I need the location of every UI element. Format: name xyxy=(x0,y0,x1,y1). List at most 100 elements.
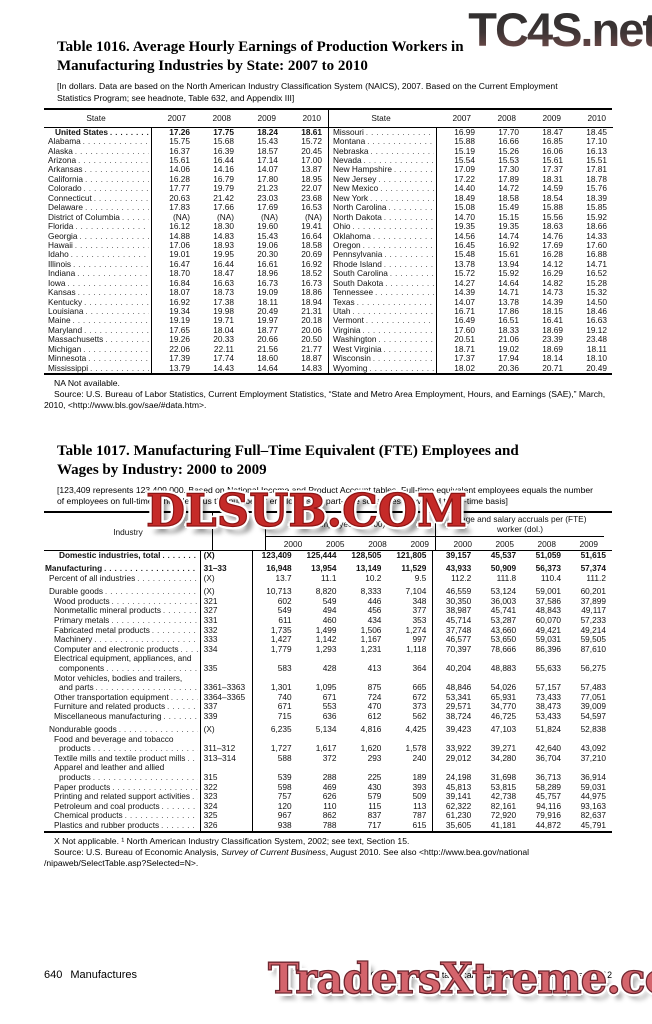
state-name-text: Wisconsin xyxy=(333,354,371,364)
employees-value: 393 xyxy=(412,781,427,792)
employees-value: 348 xyxy=(412,595,427,606)
state-name-text: New York xyxy=(333,193,369,203)
earnings-value: 18.86 xyxy=(301,287,322,298)
employees-value: 549 xyxy=(277,605,292,616)
state-name: New York xyxy=(329,193,437,204)
dot-leader xyxy=(105,335,149,344)
earnings-value: 15.19 xyxy=(454,145,475,156)
earnings-value: 15.88 xyxy=(454,136,475,147)
naics-code-column-header xyxy=(213,513,266,551)
table-1017-title: Table 1017. Manufacturing Full–Time Equi… xyxy=(57,442,612,480)
table-1016-section: Table 1016. Average Hourly Earnings of P… xyxy=(44,38,613,869)
naics-code: (X) xyxy=(201,583,253,597)
earnings-value: 14.59 xyxy=(542,183,563,194)
table-row: New York 18.49 18.58 18.54 18.39 xyxy=(329,193,613,204)
employees-value: 353 xyxy=(412,614,427,625)
state-name: Nevada xyxy=(329,156,437,166)
earnings-value: 16.99 xyxy=(454,126,475,137)
wage-value: 72,920 xyxy=(490,810,517,821)
employees-value: 938 xyxy=(277,819,292,830)
table-row: Virginia 17.60 18.33 18.69 19.12 xyxy=(329,324,613,336)
table-1016: State 2007 2008 2009 2010 United States 1… xyxy=(44,107,613,376)
state-name-text: District of Columbia xyxy=(48,212,120,222)
industry-name: Nonmetallic mineral products xyxy=(44,606,201,616)
earnings-value: 18.07 xyxy=(169,287,190,298)
state-name: Pennsylvania xyxy=(329,250,437,260)
industry-label-line: Petroleum and coal products xyxy=(44,802,200,812)
dot-leader xyxy=(371,147,434,156)
earnings-value: 22.11 xyxy=(213,343,234,354)
earnings-value: 16.49 xyxy=(454,315,475,326)
state-name-text: Hawaii xyxy=(48,240,73,250)
industry-label-line: Paper products xyxy=(44,783,200,793)
earnings-value: (NA) xyxy=(216,211,234,222)
table-1016-title: Table 1016. Average Hourly Earnings of P… xyxy=(57,38,612,76)
employees-year-headers: 2000 2005 2008 2009 xyxy=(266,536,435,550)
table-row: Delaware 17.83 17.66 17.69 16.53 xyxy=(44,202,328,213)
dot-leader xyxy=(73,316,149,325)
earnings-value: 14.72 xyxy=(498,183,519,194)
table-row: Nonmetallic mineral products 327 549 494 456… xyxy=(44,606,612,616)
table-row: Percent of all industries (X) 13.7 11.1 10.2… xyxy=(44,573,612,584)
state-name-text: Colorado xyxy=(48,184,82,194)
wage-value: 45,813 xyxy=(432,782,477,793)
industry-name: Motor vehicles, bodies and trailers, and … xyxy=(44,673,201,693)
industry-name: Furniture and related products xyxy=(44,702,201,712)
state-name-text: Pennsylvania xyxy=(333,250,383,260)
employees-value: 6,235 xyxy=(270,723,292,734)
employees-value: 240 xyxy=(412,752,427,763)
naics-code: 324 xyxy=(201,801,253,812)
employees-value: 1,727 xyxy=(270,743,292,754)
earnings-value: 18.52 xyxy=(301,268,322,279)
state-name-text: Kentucky xyxy=(48,297,83,307)
industry-label-line: and parts xyxy=(44,683,200,693)
state-name-text: North Dakota xyxy=(333,212,382,222)
earnings-value: 18.78 xyxy=(586,173,607,184)
earnings-value: 18.70 xyxy=(169,268,190,279)
dot-leader xyxy=(357,298,434,307)
state-name: Michigan xyxy=(44,344,152,355)
dot-leader xyxy=(161,821,197,831)
earnings-value: 23.03 xyxy=(257,192,278,203)
earnings-value: 16.06 xyxy=(542,145,563,156)
year-column-header: 2009 xyxy=(542,113,561,124)
earnings-value: 14.83 xyxy=(213,230,234,241)
wage-value: 60,201 xyxy=(580,586,606,597)
table-row: Massachusetts 19.26 20.33 20.66 20.50 xyxy=(44,334,328,345)
table-1017: Industry Employees (1,000) 2000 2005 200… xyxy=(44,511,612,833)
table-row: California 16.28 16.79 17.80 18.95 xyxy=(44,174,328,185)
earnings-value: 17.14 xyxy=(257,155,278,166)
employees-value: 862 xyxy=(322,810,337,821)
earnings-value: 19.98 xyxy=(213,306,234,317)
table-row: New Mexico 14.40 14.72 14.59 15.76 xyxy=(329,183,613,194)
earnings-value: 16.92 xyxy=(301,258,322,269)
earnings-value: 17.09 xyxy=(454,164,475,175)
table-row: Louisiana 19.34 19.98 20.49 21.31 xyxy=(44,306,328,317)
dot-leader xyxy=(84,326,149,335)
earnings-value: 19.60 xyxy=(257,221,278,232)
industry-name-text: Nondurable goods xyxy=(49,724,117,734)
state-name: North Dakota xyxy=(329,212,437,223)
earnings-value: 16.63 xyxy=(586,315,607,326)
earnings-value: 16.53 xyxy=(301,202,322,213)
employees-value: 665 xyxy=(412,682,427,693)
employees-value: 583 xyxy=(277,662,292,673)
state-name: Mississippi xyxy=(44,363,152,374)
employees-value: 428 xyxy=(322,662,337,673)
naics-code: (X) xyxy=(201,721,253,735)
earnings-value: 15.88 xyxy=(542,202,563,213)
industry-name-text: Other transportation equipment xyxy=(54,692,169,702)
state-name-text: Rhode Island xyxy=(333,259,382,269)
state-name-text: Nebraska xyxy=(333,146,369,156)
page-footer: 640 Manufactures U.S. Census Bureau, Stat… xyxy=(44,956,612,981)
earnings-value: 17.81 xyxy=(586,164,607,175)
earnings-value: 18.15 xyxy=(542,306,563,317)
earnings-value: 15.28 xyxy=(586,277,607,288)
earnings-value: 18.33 xyxy=(498,324,519,335)
wage-value: 55,633 xyxy=(535,662,562,673)
earnings-value: 16.51 xyxy=(498,315,519,326)
table-row: Furniture and related products 337 671 553 4… xyxy=(44,702,612,712)
earnings-value: 18.10 xyxy=(586,353,607,364)
earnings-value: 19.26 xyxy=(169,334,190,345)
earnings-value: 18.58 xyxy=(301,239,322,250)
